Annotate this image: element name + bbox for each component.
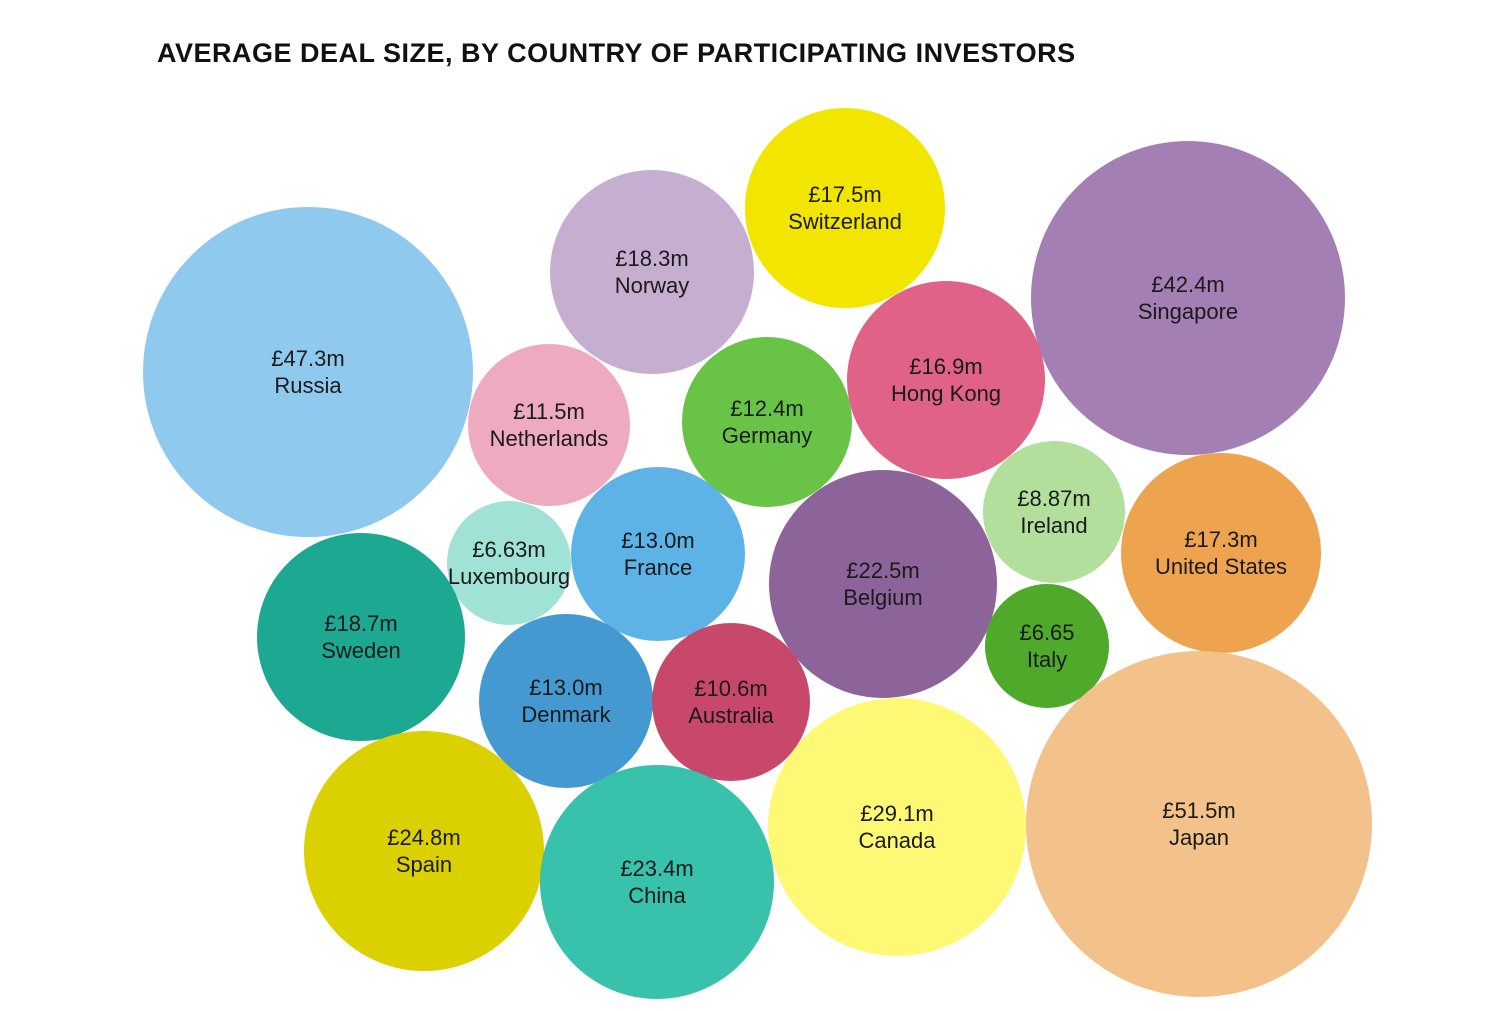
bubble-circle-singapore xyxy=(1031,141,1345,455)
bubble-country-singapore: Singapore xyxy=(1138,299,1238,324)
bubble-circle-norway xyxy=(550,170,754,374)
bubble-value-denmark: £13.0m xyxy=(529,675,602,700)
bubble-circle-ireland xyxy=(983,441,1125,583)
bubble-circle-canada xyxy=(768,698,1026,956)
bubble-circle-italy xyxy=(985,584,1109,708)
bubble-value-hong-kong: £16.9m xyxy=(909,354,982,379)
bubble-country-united-states: United States xyxy=(1155,554,1287,579)
bubble-country-china: China xyxy=(628,883,686,908)
bubble-country-france: France xyxy=(624,555,692,580)
bubble-value-japan: £51.5m xyxy=(1162,798,1235,823)
bubble-circle-hong-kong xyxy=(847,281,1045,479)
bubble-value-spain: £24.8m xyxy=(387,825,460,850)
bubble-circle-luxembourg xyxy=(447,501,571,625)
bubble-value-china: £23.4m xyxy=(620,856,693,881)
bubble-value-russia: £47.3m xyxy=(271,346,344,371)
bubble-country-sweden: Sweden xyxy=(321,638,401,663)
bubble-country-belgium: Belgium xyxy=(843,585,922,610)
bubble-value-switzerland: £17.5m xyxy=(808,182,881,207)
bubble-value-norway: £18.3m xyxy=(615,246,688,271)
bubble-value-singapore: £42.4m xyxy=(1151,272,1224,297)
bubble-circle-switzerland xyxy=(745,108,945,308)
bubble-circle-france xyxy=(571,467,745,641)
bubble-value-france: £13.0m xyxy=(621,528,694,553)
bubble-country-luxembourg: Luxembourg xyxy=(448,564,570,589)
bubble-country-denmark: Denmark xyxy=(521,702,611,727)
bubble-value-sweden: £18.7m xyxy=(324,611,397,636)
bubble-country-switzerland: Switzerland xyxy=(788,209,902,234)
bubble-country-canada: Canada xyxy=(858,828,936,853)
bubble-value-italy: £6.65 xyxy=(1019,620,1074,645)
bubble-country-italy: Italy xyxy=(1027,647,1067,672)
bubble-circle-sweden xyxy=(257,533,465,741)
bubble-value-australia: £10.6m xyxy=(694,676,767,701)
bubble-circle-japan xyxy=(1026,651,1372,997)
bubble-country-ireland: Ireland xyxy=(1020,513,1087,538)
bubble-country-germany: Germany xyxy=(722,423,812,448)
bubble-country-spain: Spain xyxy=(396,852,452,877)
bubble-circle-australia xyxy=(652,623,810,781)
bubble-circle-united-states xyxy=(1121,453,1321,653)
bubble-country-japan: Japan xyxy=(1169,825,1229,850)
bubble-circle-germany xyxy=(682,337,852,507)
bubble-value-luxembourg: £6.63m xyxy=(472,537,545,562)
bubble-circle-china xyxy=(540,765,774,999)
bubble-country-hong-kong: Hong Kong xyxy=(891,381,1001,406)
bubble-country-norway: Norway xyxy=(615,273,690,298)
bubble-value-germany: £12.4m xyxy=(730,396,803,421)
bubble-country-netherlands: Netherlands xyxy=(490,426,609,451)
bubble-circle-spain xyxy=(304,731,544,971)
bubble-value-belgium: £22.5m xyxy=(846,558,919,583)
bubble-value-canada: £29.1m xyxy=(860,801,933,826)
bubble-circle-denmark xyxy=(479,614,653,788)
bubble-value-ireland: £8.87m xyxy=(1017,486,1090,511)
chart-title: AVERAGE DEAL SIZE, BY COUNTRY OF PARTICI… xyxy=(157,38,1076,68)
bubble-value-netherlands: £11.5m xyxy=(513,399,585,424)
bubble-country-russia: Russia xyxy=(274,373,342,398)
bubble-country-australia: Australia xyxy=(688,703,774,728)
bubble-circle-netherlands xyxy=(468,344,630,506)
bubble-value-united-states: £17.3m xyxy=(1184,527,1257,552)
bubble-circle-belgium xyxy=(769,470,997,698)
bubble-circle-russia xyxy=(143,207,473,537)
